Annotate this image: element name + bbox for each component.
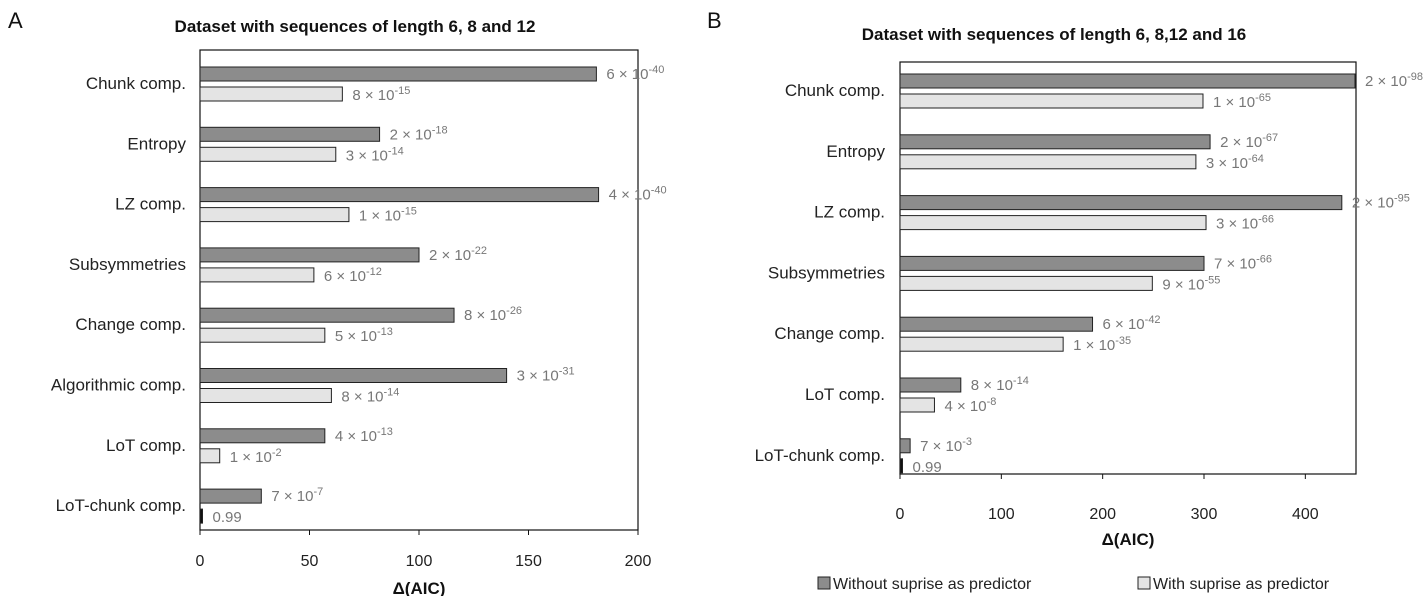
bar-without-surprise xyxy=(899,195,1343,211)
category-label: Chunk comp. xyxy=(86,74,186,93)
legend-swatch-without-surprise xyxy=(817,576,831,590)
bar-without-surprise xyxy=(199,126,381,142)
pvalue-label-without-surprise: 6 × 10-40 xyxy=(606,64,664,83)
category-label: LoT comp. xyxy=(106,436,186,455)
bar-without-surprise xyxy=(199,428,326,444)
pvalue-label-with-surprise: 8 × 10-14 xyxy=(341,387,399,406)
x-tick-label: 150 xyxy=(515,553,542,570)
chart-b-title: Dataset with sequences of length 6, 8,12… xyxy=(862,25,1247,44)
chart-b-xlabel: Δ(AIC) xyxy=(1102,530,1155,549)
legend-label-with-surprise: With suprise as predictor xyxy=(1153,576,1330,593)
bar-without-surprise xyxy=(199,187,600,203)
pvalue-label-with-surprise: 1 × 10-65 xyxy=(1213,92,1271,111)
bar-without-surprise xyxy=(899,255,1205,271)
category-label: Subsymmetries xyxy=(69,255,186,274)
x-tick-label: 100 xyxy=(988,506,1015,523)
bar-without-surprise xyxy=(899,438,911,454)
x-tick-label: 300 xyxy=(1191,506,1218,523)
legend-label-without-surprise: Without suprise as predictor xyxy=(833,576,1032,593)
pvalue-label-without-surprise: 2 × 10-98 xyxy=(1365,71,1423,90)
bar-with-surprise xyxy=(899,154,1197,170)
pvalue-label-without-surprise: 2 × 10-18 xyxy=(390,124,448,143)
panel-letter-b: B xyxy=(707,8,722,33)
pvalue-label-with-surprise: 8 × 10-15 xyxy=(352,85,410,104)
chart-a-plot: 0 50 100 150 200 Chunk comp. 6 × 10-40 8 × 10-1… xyxy=(51,49,667,570)
category-label: Entropy xyxy=(826,142,885,161)
x-tick-label: 0 xyxy=(896,506,905,523)
bar-with-surprise xyxy=(199,448,221,464)
pvalue-label-without-surprise: 6 × 10-42 xyxy=(1103,314,1161,333)
pvalue-label-with-surprise: 6 × 10-12 xyxy=(324,266,382,285)
pvalue-label-with-surprise: 1 × 10-35 xyxy=(1073,335,1131,354)
pvalue-label-without-surprise: 2 × 10-67 xyxy=(1220,132,1278,151)
category-label: Change comp. xyxy=(75,315,186,334)
pvalue-label-with-surprise: 0.99 xyxy=(913,459,942,476)
bar-with-surprise xyxy=(199,146,337,162)
bar-without-surprise xyxy=(199,307,455,323)
pvalue-label-with-surprise: 0.99 xyxy=(213,509,242,526)
bar-without-surprise xyxy=(199,66,597,82)
legend-swatch-with-surprise xyxy=(1137,576,1151,590)
pvalue-label-with-surprise: 1 × 10-2 xyxy=(230,447,282,466)
bar-without-surprise xyxy=(199,368,508,383)
bar-without-surprise xyxy=(899,377,962,393)
bar-without-surprise xyxy=(199,488,262,504)
bar-with-surprise xyxy=(199,388,332,403)
pvalue-label-with-surprise: 4 × 10-8 xyxy=(944,396,996,415)
category-label: LoT-chunk comp. xyxy=(56,496,186,515)
pvalue-label-with-surprise: 3 × 10-66 xyxy=(1216,214,1274,233)
pvalue-label-with-surprise: 3 × 10-14 xyxy=(346,145,404,164)
bar-with-surprise xyxy=(899,458,903,474)
x-tick-label: 400 xyxy=(1292,506,1319,523)
bar-with-surprise xyxy=(899,215,1207,231)
bar-with-surprise xyxy=(199,508,203,524)
pvalue-label-without-surprise: 7 × 10-66 xyxy=(1214,253,1272,272)
pvalue-label-without-surprise: 4 × 10-13 xyxy=(335,426,393,445)
pvalue-label-without-surprise: 3 × 10-31 xyxy=(517,366,575,385)
bar-with-surprise xyxy=(899,275,1153,291)
category-label: Chunk comp. xyxy=(785,81,885,100)
pvalue-label-with-surprise: 5 × 10-13 xyxy=(335,326,393,345)
bar-with-surprise xyxy=(199,267,315,283)
bar-with-surprise xyxy=(899,336,1064,352)
bar-with-surprise xyxy=(899,397,935,413)
category-label: Subsymmetries xyxy=(768,263,885,282)
x-tick-label: 0 xyxy=(196,553,205,570)
bar-without-surprise xyxy=(899,134,1211,150)
bar-with-surprise xyxy=(199,327,326,343)
chart-a-title: Dataset with sequences of length 6, 8 an… xyxy=(175,17,536,36)
category-label: LoT comp. xyxy=(805,385,885,404)
pvalue-label-without-surprise: 7 × 10-3 xyxy=(920,436,972,455)
category-label: Algorithmic comp. xyxy=(51,376,186,395)
pvalue-label-with-surprise: 1 × 10-15 xyxy=(359,206,417,225)
x-tick-label: 100 xyxy=(406,553,433,570)
category-label: Entropy xyxy=(127,134,186,153)
pvalue-label-without-surprise: 2 × 10-22 xyxy=(429,245,487,264)
bar-without-surprise xyxy=(899,73,1356,89)
category-label: LoT-chunk comp. xyxy=(755,446,885,465)
chart-a-xlabel: Δ(AIC) xyxy=(393,579,446,596)
pvalue-label-without-surprise: 8 × 10-14 xyxy=(971,375,1029,394)
x-tick-label: 200 xyxy=(625,553,652,570)
bar-with-surprise xyxy=(199,86,343,102)
bar-with-surprise xyxy=(899,93,1204,109)
pvalue-label-without-surprise: 7 × 10-7 xyxy=(271,486,323,505)
bar-with-surprise xyxy=(199,207,350,223)
x-tick-label: 200 xyxy=(1089,506,1116,523)
category-label: LZ comp. xyxy=(814,203,885,222)
pvalue-label-without-surprise: 4 × 10-40 xyxy=(609,185,667,204)
pvalue-label-without-surprise: 2 × 10-95 xyxy=(1352,193,1410,212)
panel-letter-a: A xyxy=(8,8,23,33)
chart-b-plot: 0 100 200 300 400 Chunk comp. 2 × 10-98 1 × 10-… xyxy=(755,61,1423,523)
pvalue-label-without-surprise: 8 × 10-26 xyxy=(464,305,522,324)
pvalue-label-with-surprise: 9 × 10-55 xyxy=(1162,274,1220,293)
x-tick-label: 50 xyxy=(301,553,319,570)
pvalue-label-with-surprise: 3 × 10-64 xyxy=(1206,153,1264,172)
category-label: Change comp. xyxy=(774,324,885,343)
bar-without-surprise xyxy=(899,316,1094,332)
legend: Without suprise as predictor With supris… xyxy=(817,576,1330,593)
category-label: LZ comp. xyxy=(115,195,186,214)
bar-without-surprise xyxy=(199,247,420,263)
